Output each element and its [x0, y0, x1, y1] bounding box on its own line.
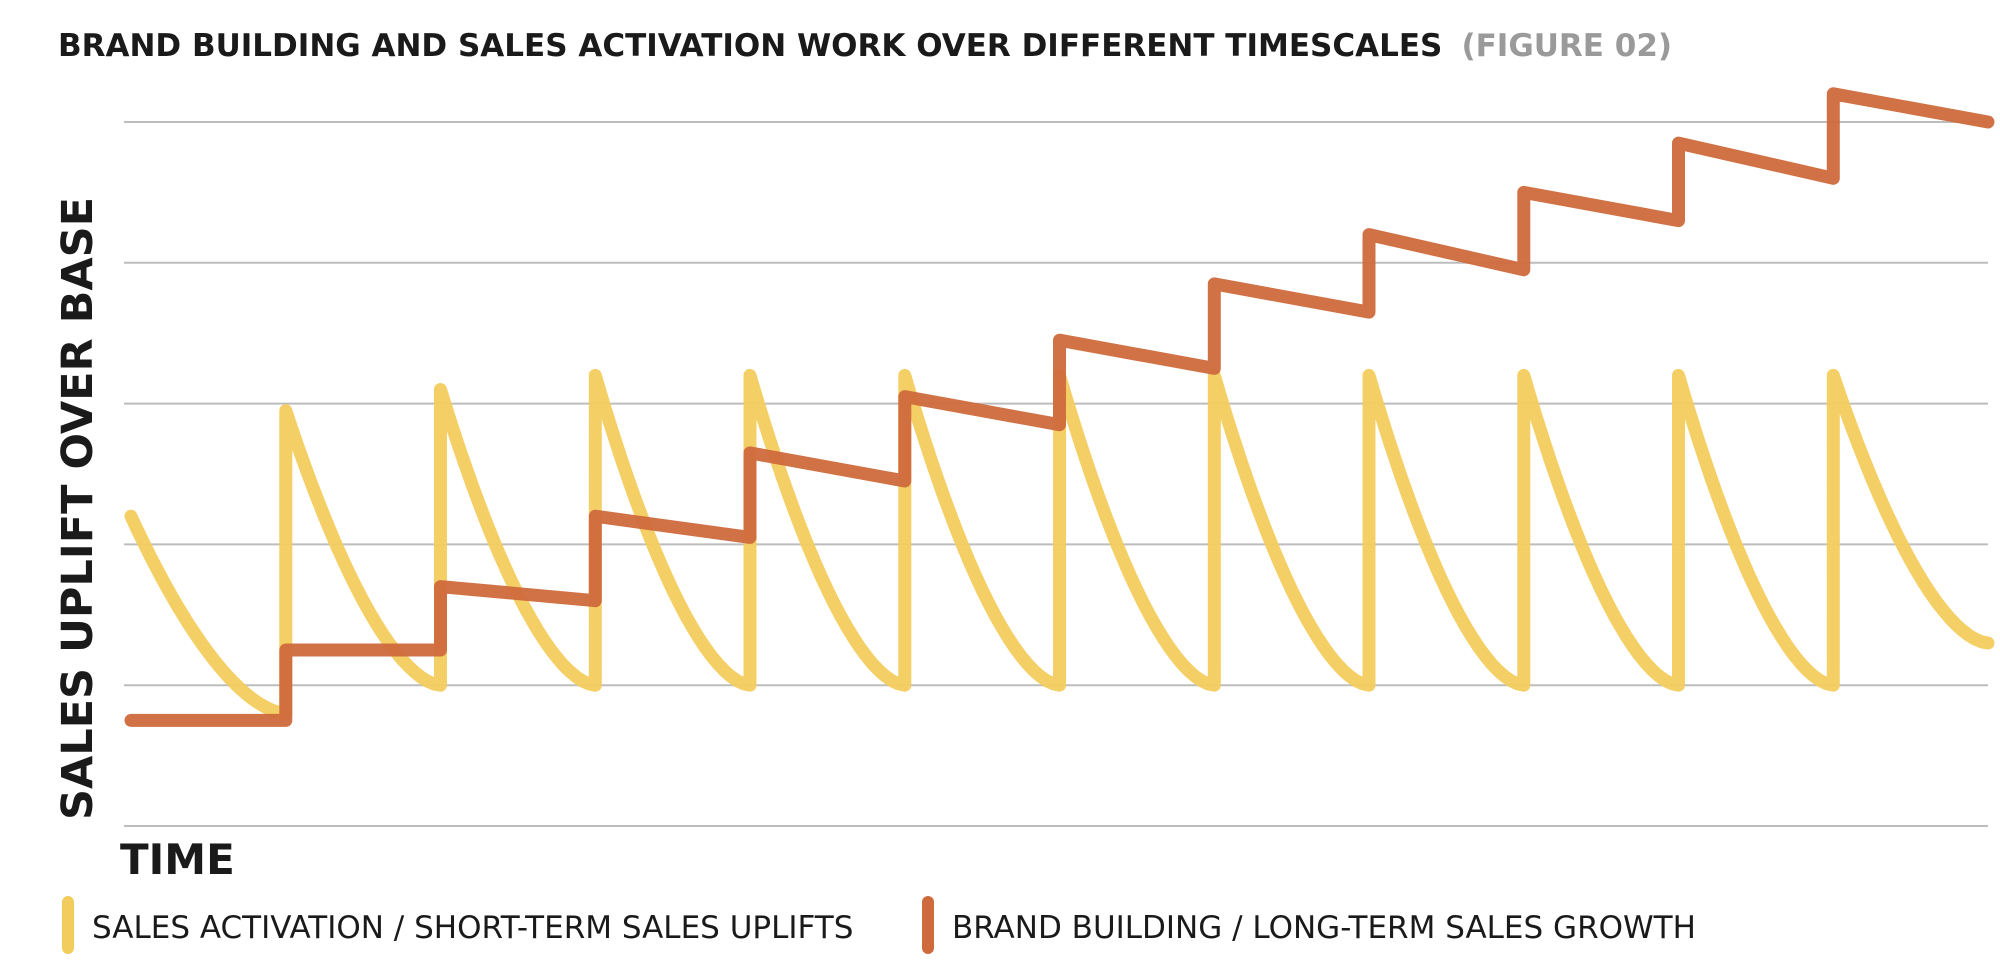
series-group	[124, 87, 1995, 727]
legend-label-sales-activation: SALES ACTIVATION / SHORT-TERM SALES UPLI…	[92, 910, 853, 946]
chart-title-figure: (FIGURE 02)	[1461, 28, 1672, 64]
series-line-brand-building	[124, 87, 1995, 727]
legend-label-brand-building: BRAND BUILDING / LONG-TERM SALES GROWTH	[952, 910, 1696, 946]
y-axis-label: SALES UPLIFT OVER BASE	[53, 197, 103, 820]
series-line-sales-activation	[124, 368, 1995, 720]
legend-item-sales-activation: SALES ACTIVATION / SHORT-TERM SALES UPLI…	[62, 896, 853, 954]
legend-item-brand-building: BRAND BUILDING / LONG-TERM SALES GROWTH	[922, 896, 1696, 954]
x-axis-label: TIME	[120, 835, 235, 884]
chart-title-main: BRAND BUILDING AND SALES ACTIVATION WORK…	[58, 28, 1442, 64]
legend: SALES ACTIVATION / SHORT-TERM SALES UPLI…	[62, 896, 1696, 954]
chart-title: BRAND BUILDING AND SALES ACTIVATION WORK…	[58, 28, 1672, 64]
